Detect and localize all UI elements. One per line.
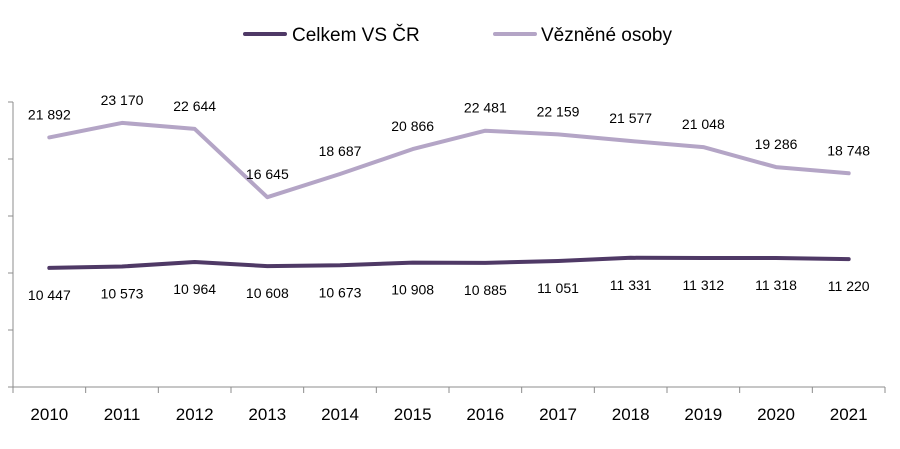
axes: 2010 2011 2012 2013 2014 2015 2016 2017 2018 2019… xyxy=(8,101,886,424)
data-label: 21 577 xyxy=(609,110,652,126)
data-label: 10 964 xyxy=(173,281,216,297)
x-tick-label: 2012 xyxy=(176,405,214,424)
x-tick-label: 2010 xyxy=(30,405,68,424)
legend-label: Celkem VS ČR xyxy=(292,24,420,46)
data-label: 11 220 xyxy=(828,278,870,294)
data-label: 10 608 xyxy=(246,285,289,301)
data-label: 19 286 xyxy=(755,136,798,152)
data-label: 11 318 xyxy=(755,277,797,293)
x-tick-label: 2014 xyxy=(321,405,359,424)
data-label: 10 447 xyxy=(28,287,71,303)
data-label: 23 170 xyxy=(101,92,144,108)
data-label: 22 644 xyxy=(173,98,216,114)
data-label: 22 481 xyxy=(464,100,507,116)
x-tick-label: 2021 xyxy=(830,405,868,424)
legend-label: Vězněné osoby xyxy=(541,25,672,46)
x-tick-label: 2018 xyxy=(612,405,650,424)
x-tick-label: 2019 xyxy=(684,405,722,424)
x-tick-label: 2016 xyxy=(466,405,504,424)
series-lines xyxy=(47,120,851,270)
data-label: 18 687 xyxy=(319,143,362,159)
data-label: 11 312 xyxy=(682,277,724,293)
data-label: 11 051 xyxy=(537,280,579,296)
data-labels: 10 447 10 573 10 964 10 608 10 673 10 908 10 8… xyxy=(28,92,870,303)
data-label: 10 573 xyxy=(101,285,144,301)
series-line-celkem xyxy=(47,255,851,270)
data-label: 20 866 xyxy=(391,118,434,134)
data-label: 21 048 xyxy=(682,116,725,132)
data-label: 11 331 xyxy=(610,277,652,293)
x-tick-label: 2015 xyxy=(394,405,432,424)
data-label: 22 159 xyxy=(537,103,580,119)
data-label: 10 673 xyxy=(319,284,362,300)
series-line-veznene xyxy=(47,120,851,200)
x-tick-label: 2020 xyxy=(757,405,795,424)
data-label: 21 892 xyxy=(28,106,71,122)
data-label: 10 885 xyxy=(464,282,507,298)
data-label: 18 748 xyxy=(827,142,870,158)
x-tick-label: 2017 xyxy=(539,405,577,424)
x-tick-label: 2013 xyxy=(248,405,286,424)
data-label: 10 908 xyxy=(391,282,434,298)
x-tick-label: 2011 xyxy=(104,405,141,424)
data-label: 16 645 xyxy=(246,166,289,182)
legend: Celkem VS ČR Vězněné osoby xyxy=(243,24,672,46)
